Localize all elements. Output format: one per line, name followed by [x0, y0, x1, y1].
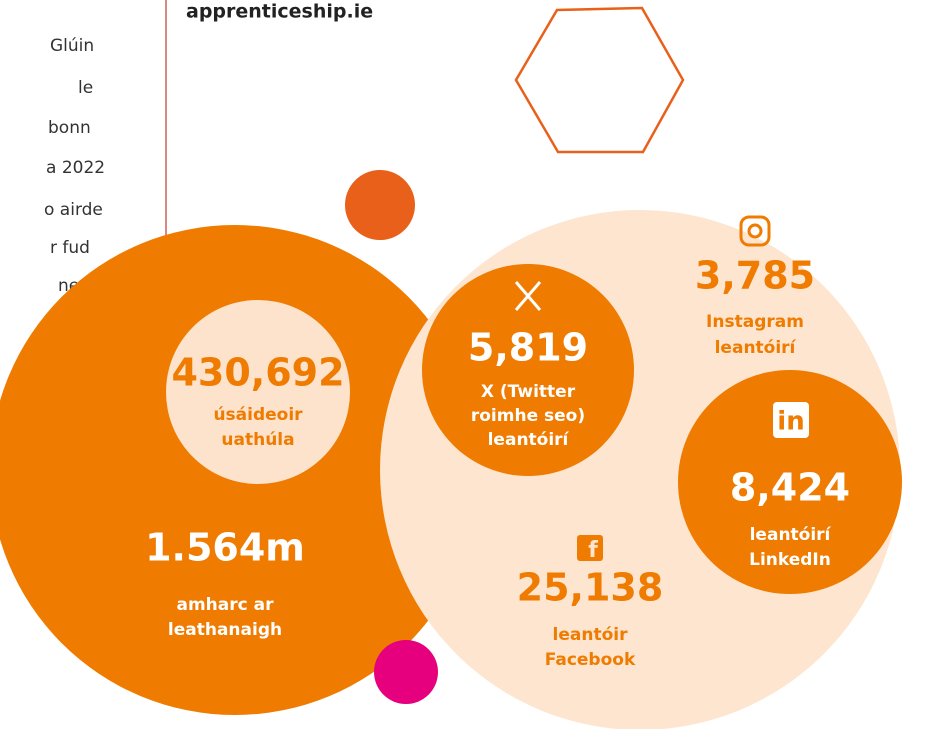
stat-label: roimhe seo) [471, 406, 585, 426]
stat-value: 3,785 [695, 254, 815, 298]
circle [422, 264, 634, 476]
stat-label: Facebook [545, 650, 636, 670]
svg-text:f: f [588, 538, 598, 563]
side-text: bonn [48, 118, 91, 138]
stat-value: 8,424 [730, 466, 850, 510]
instagram-icon [739, 215, 771, 247]
stat-label: leantóirí [715, 338, 797, 358]
stat-label: X (Twitter [481, 382, 576, 402]
circle [678, 370, 902, 594]
stat-label: Instagram [706, 312, 804, 332]
stat-value: 1.564m [145, 526, 305, 570]
stat-label: úsáideoir [213, 405, 303, 425]
stat-label: leantóir [553, 625, 629, 645]
website: apprenticeship.ie [186, 1, 373, 23]
stat-label: leantóirí [488, 430, 570, 450]
stat-value: 25,138 [517, 566, 664, 610]
dot [345, 170, 415, 240]
dot [374, 640, 438, 704]
stat-value: 5,819 [468, 326, 588, 370]
stat-label: LinkedIn [749, 550, 831, 570]
hexagon [514, 6, 685, 154]
stat-label: leantóirí [750, 525, 832, 545]
stat-label: uathúla [221, 430, 294, 450]
side-text: le [78, 78, 93, 98]
side-text: Glúin [50, 36, 94, 56]
side-text: a 2022 [46, 158, 105, 178]
stat-label: leathanaigh [168, 620, 282, 640]
side-text: r fud [50, 238, 90, 258]
stat-value: 430,692 [171, 351, 344, 395]
linkedin-icon: in [773, 402, 809, 438]
circle [166, 300, 350, 484]
side-text: o airde [44, 200, 103, 220]
x-icon [514, 281, 542, 311]
facebook-icon: f [577, 535, 603, 563]
svg-text:in: in [777, 407, 804, 437]
stat-label: amharc ar [177, 595, 275, 615]
